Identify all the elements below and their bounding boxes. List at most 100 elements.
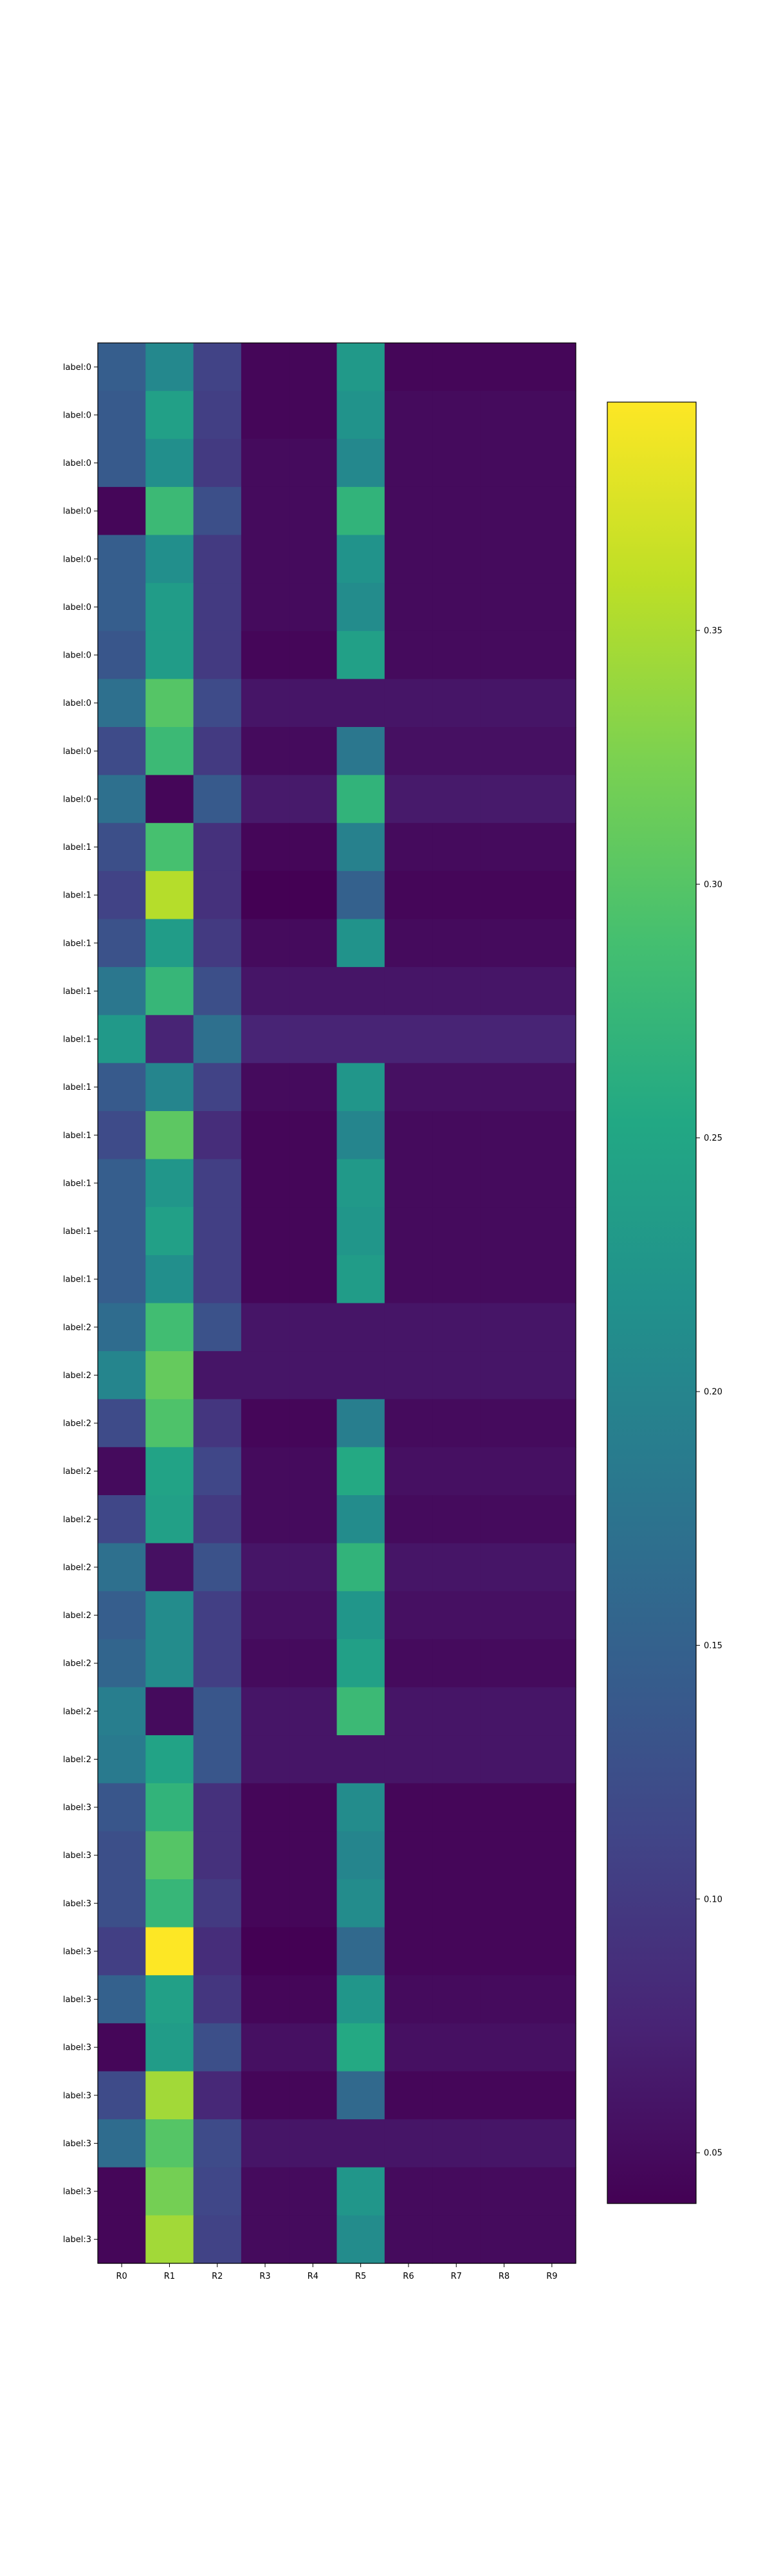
heatmap-cell xyxy=(336,1879,385,1928)
heatmap-cell xyxy=(98,391,146,439)
heatmap-cell xyxy=(528,1543,576,1592)
heatmap-cell xyxy=(432,2215,481,2264)
heatmap-cell xyxy=(193,1015,242,1063)
heatmap-cell xyxy=(98,967,146,1016)
heatmap-cell xyxy=(432,2167,481,2216)
heatmap-cell xyxy=(145,1687,194,1736)
heatmap-cell xyxy=(480,1495,529,1544)
heatmap-cell xyxy=(289,1111,338,1160)
heatmap-cell xyxy=(193,1543,242,1592)
heatmap-cell xyxy=(98,535,146,584)
heatmap-cell xyxy=(241,1783,290,1832)
heatmap-cell xyxy=(289,1159,338,1208)
y-tick-label: label:0 xyxy=(63,410,91,420)
heatmap-cell xyxy=(241,2119,290,2168)
heatmap-cell xyxy=(98,823,146,872)
heatmap-cell xyxy=(384,679,433,728)
heatmap-cell xyxy=(528,1015,576,1063)
y-tick-label: label:2 xyxy=(63,1659,91,1669)
heatmap-cell xyxy=(528,535,576,584)
heatmap-cell xyxy=(480,1111,529,1160)
plot-frame xyxy=(97,342,576,2264)
heatmap-cell xyxy=(98,1543,146,1592)
heatmap-cell xyxy=(193,1399,242,1448)
heatmap-cell xyxy=(145,343,194,392)
heatmap-cell xyxy=(336,1591,385,1640)
colorbar-tick-label: 0.35 xyxy=(704,626,722,636)
heatmap-cell xyxy=(289,1015,338,1063)
heatmap-cell xyxy=(241,727,290,776)
heatmap-cell xyxy=(241,967,290,1016)
heatmap-cell xyxy=(336,583,385,632)
heatmap-cell xyxy=(145,1399,194,1448)
heatmap-cell xyxy=(432,1399,481,1448)
heatmap-cell xyxy=(480,2215,529,2264)
heatmap-cell xyxy=(528,1447,576,1496)
heatmap-cell xyxy=(241,823,290,872)
heatmap-cell xyxy=(145,2023,194,2072)
heatmap-cell xyxy=(384,583,433,632)
colorbar: 0.05 0.10 0.15 0.20 0.25 0.30 0.35 xyxy=(607,401,722,2204)
heatmap-cell xyxy=(289,1927,338,1976)
y-tick-label: label:3 xyxy=(63,2091,91,2101)
heatmap-cell xyxy=(336,1111,385,1160)
heatmap-cell xyxy=(289,583,338,632)
heatmap-cell xyxy=(528,1783,576,1832)
heatmap-cell xyxy=(480,1303,529,1352)
heatmap-cell xyxy=(336,1303,385,1352)
heatmap-cell xyxy=(193,486,242,536)
heatmap-cell xyxy=(289,1207,338,1256)
heatmap-cell xyxy=(480,1207,529,1256)
heatmap-cell xyxy=(336,1975,385,2024)
heatmap-cell xyxy=(528,1927,576,1976)
heatmap-cell xyxy=(336,1255,385,1304)
heatmap-cell xyxy=(289,1351,338,1400)
heatmap-cell xyxy=(336,1543,385,1592)
heatmap-cell xyxy=(336,775,385,823)
heatmap-cell xyxy=(145,1015,194,1063)
heatmap-cell xyxy=(528,1639,576,1688)
heatmap-cell xyxy=(432,2071,481,2120)
heatmap-cell xyxy=(289,1591,338,1640)
heatmap-cell xyxy=(145,1879,194,1928)
heatmap-cell xyxy=(193,2071,242,2120)
x-tick-label: R9 xyxy=(546,2272,557,2281)
heatmap-cell xyxy=(193,1063,242,1112)
heatmap-cell xyxy=(98,439,146,488)
heatmap-cell xyxy=(528,1207,576,1256)
heatmap-cell xyxy=(98,1783,146,1832)
y-tick-label: label:0 xyxy=(63,651,91,661)
y-tick-label: label:0 xyxy=(63,363,91,373)
heatmap-cell xyxy=(193,1927,242,1976)
heatmap-cell xyxy=(336,391,385,439)
heatmap-cell xyxy=(384,1783,433,1832)
y-tick-label: label:3 xyxy=(63,2235,91,2245)
heatmap-cell xyxy=(193,1255,242,1304)
y-axis: label:0 label:0 label:0 label:0 label:0 label… xyxy=(63,363,98,2245)
heatmap-cell xyxy=(145,1831,194,1880)
heatmap-cell xyxy=(336,919,385,968)
heatmap-cell xyxy=(98,775,146,823)
heatmap-cell xyxy=(384,2215,433,2264)
heatmap-cell xyxy=(145,630,194,679)
heatmap-cell xyxy=(384,630,433,679)
y-tick-label: label:2 xyxy=(63,1467,91,1477)
heatmap-cell xyxy=(384,1399,433,1448)
heatmap-cell xyxy=(193,1639,242,1688)
heatmap-cell xyxy=(98,2167,146,2216)
heatmap-cell xyxy=(98,1207,146,1256)
heatmap-cell xyxy=(480,1351,529,1400)
heatmap-cell xyxy=(384,1927,433,1976)
heatmap-cell xyxy=(384,2119,433,2168)
heatmap-cell xyxy=(241,1639,290,1688)
y-tick-label: label:2 xyxy=(63,1515,91,1525)
heatmap-cell xyxy=(432,1207,481,1256)
heatmap-cell xyxy=(528,775,576,823)
heatmap-cell xyxy=(98,1639,146,1688)
heatmap-cell xyxy=(528,727,576,776)
x-tick-label: R8 xyxy=(499,2272,510,2281)
heatmap-cell xyxy=(432,870,481,920)
heatmap-cell xyxy=(480,1687,529,1736)
heatmap-cell xyxy=(480,1975,529,2024)
heatmap-cell xyxy=(289,1975,338,2024)
